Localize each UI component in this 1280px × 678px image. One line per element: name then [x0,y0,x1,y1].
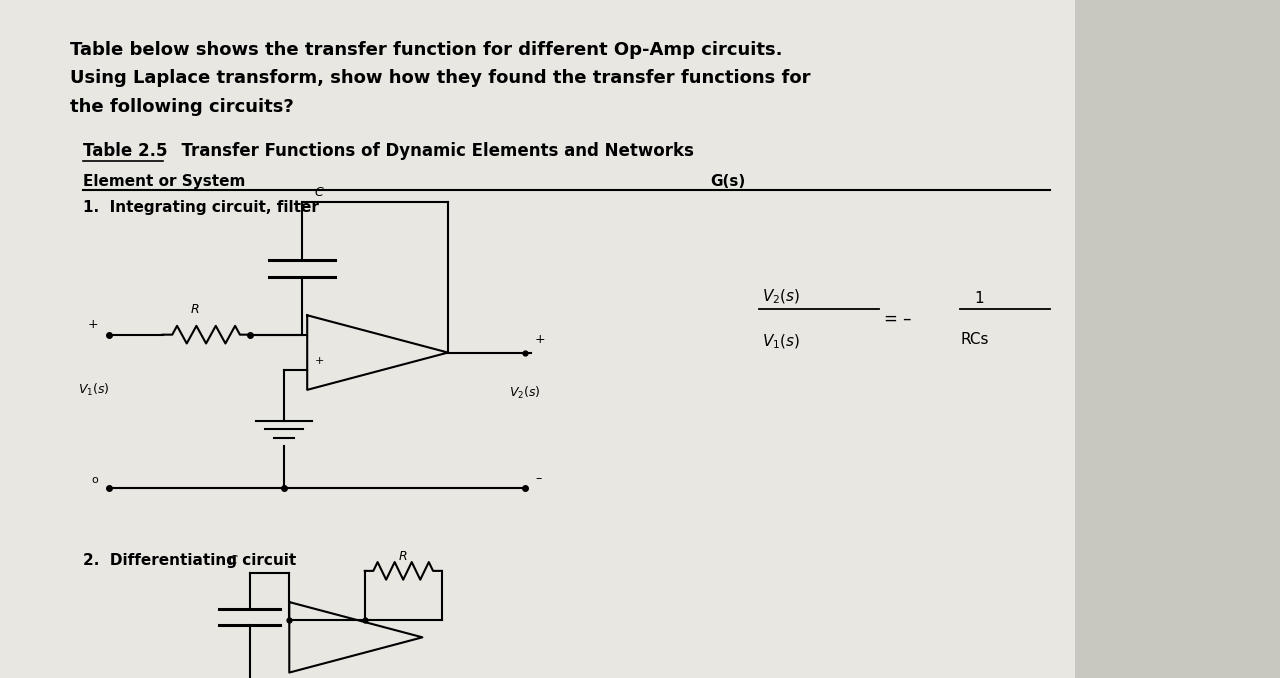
Text: 2.  Differentiating circuit: 2. Differentiating circuit [83,553,297,567]
Text: 1.  Integrating circuit, filter: 1. Integrating circuit, filter [83,200,319,215]
Text: = –: = – [884,310,911,327]
Text: the following circuits?: the following circuits? [70,98,294,116]
Text: C: C [315,186,324,199]
Text: +: + [535,333,545,346]
Text: $V_2(s)$: $V_2(s)$ [762,288,800,306]
Text: Using Laplace transform, show how they found the transfer functions for: Using Laplace transform, show how they f… [70,69,812,87]
Text: +: + [315,357,324,366]
Text: 1: 1 [974,292,984,306]
Text: Transfer Functions of Dynamic Elements and Networks: Transfer Functions of Dynamic Elements a… [170,142,694,161]
Text: $V_2(s)$: $V_2(s)$ [509,385,541,401]
Text: $V_1(s)$: $V_1(s)$ [762,332,800,351]
Text: G(s): G(s) [710,174,746,189]
Text: –: – [535,472,541,485]
Text: +: + [88,318,99,332]
Text: R: R [191,302,198,316]
Text: RCs: RCs [960,332,988,347]
FancyBboxPatch shape [0,0,1075,678]
Text: Element or System: Element or System [83,174,246,189]
Text: $V_1(s)$: $V_1(s)$ [78,382,109,398]
Text: Table below shows the transfer function for different Op-Amp circuits.: Table below shows the transfer function … [70,41,783,59]
Text: C: C [228,555,237,567]
Text: Table 2.5: Table 2.5 [83,142,168,161]
Text: R: R [399,550,407,563]
Text: o: o [92,475,99,485]
